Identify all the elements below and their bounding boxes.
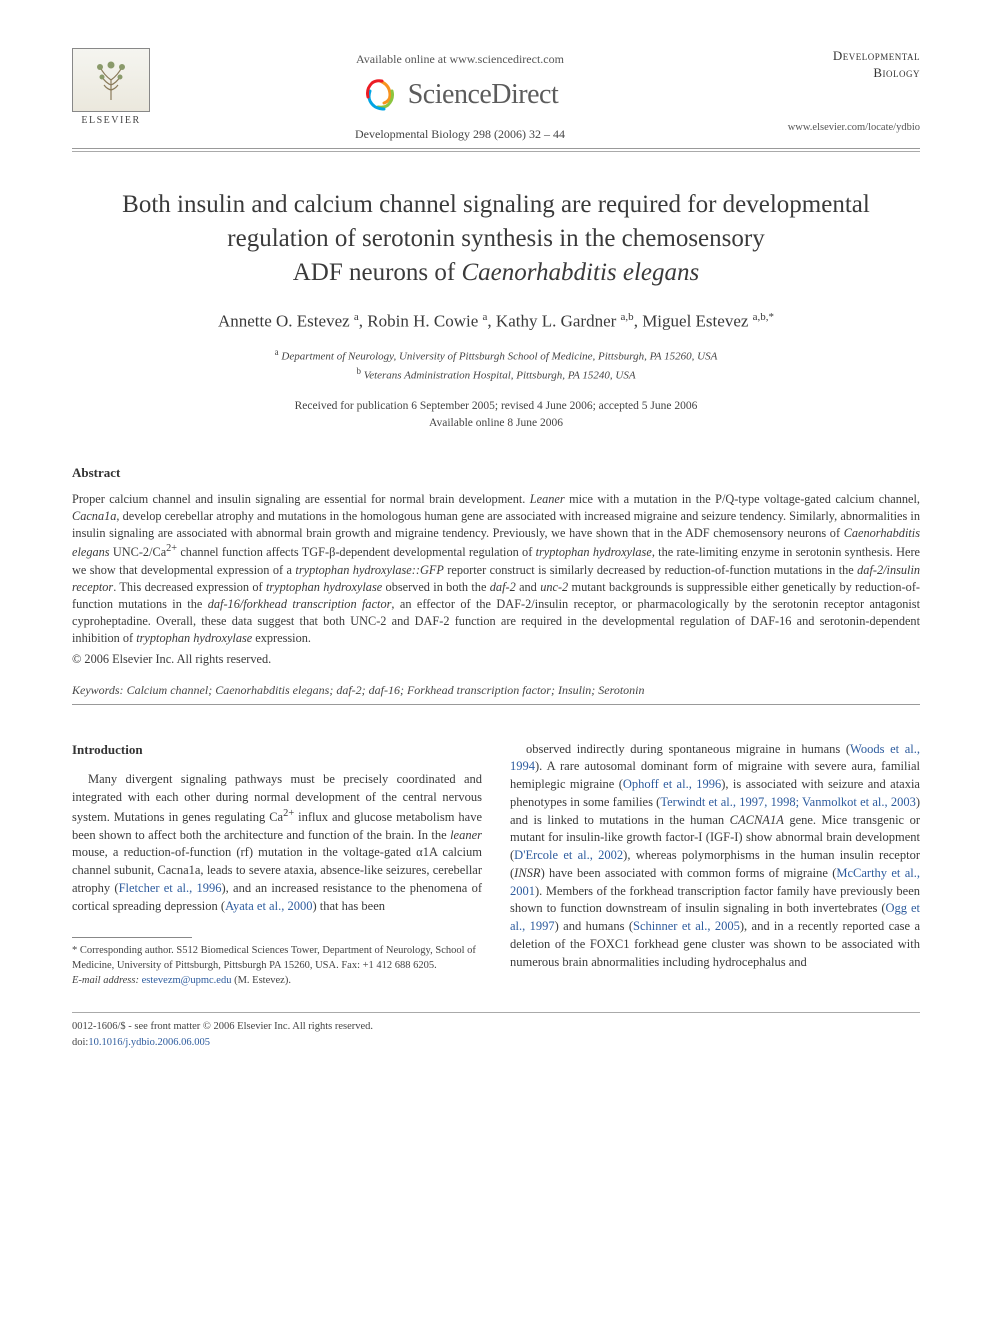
bottom-rule <box>72 1012 920 1013</box>
authors-line: Annette O. Estevez a, Robin H. Cowie a, … <box>72 311 920 332</box>
title-line1: Both insulin and calcium channel signali… <box>122 191 870 218</box>
elsevier-wordmark: ELSEVIER <box>72 115 150 126</box>
sciencedirect-swirl-icon <box>362 77 398 113</box>
article-title: Both insulin and calcium channel signali… <box>72 188 920 289</box>
author-3: Kathy L. Gardner <box>496 312 616 331</box>
author-3-aff: a,b <box>621 311 634 323</box>
journal-block: Developmental Biology www.elsevier.com/l… <box>770 48 920 133</box>
email-suffix: (M. Estevez). <box>234 975 291 986</box>
journal-name-line1: Developmental <box>833 48 920 63</box>
column-right: observed indirectly during spontaneous m… <box>510 741 920 989</box>
abstract-copyright: © 2006 Elsevier Inc. All rights reserved… <box>72 652 920 667</box>
header-center: Available online at www.sciencedirect.co… <box>150 48 770 142</box>
title-line3-italic: Caenorhabditis elegans <box>462 259 700 286</box>
body-columns: Introduction Many divergent signaling pa… <box>72 741 920 989</box>
keywords-rule <box>72 704 920 705</box>
doi-prefix: doi: <box>72 1037 88 1048</box>
sciencedirect-wordmark: ScienceDirect <box>408 79 559 111</box>
email-label: E-mail address: <box>72 975 139 986</box>
citation-line: Developmental Biology 298 (2006) 32 – 44 <box>150 127 770 142</box>
header-rule-thin <box>72 151 920 152</box>
doi-link[interactable]: 10.1016/j.ydbio.2006.06.005 <box>88 1037 210 1048</box>
keywords-line: Keywords: Calcium channel; Caenorhabditi… <box>72 683 920 698</box>
affiliations: a Department of Neurology, University of… <box>72 346 920 384</box>
author-2-aff: a <box>483 311 488 323</box>
intro-paragraph-col1: Many divergent signaling pathways must b… <box>72 771 482 915</box>
journal-url: www.elsevier.com/locate/ydbio <box>770 122 920 133</box>
footnote-rule <box>72 937 192 938</box>
journal-name-line2: Biology <box>873 65 920 80</box>
author-4-aff: a,b, <box>753 311 769 323</box>
journal-name: Developmental Biology <box>770 48 920 82</box>
email-footnote: E-mail address: estevezm@upmc.edu (M. Es… <box>72 974 482 989</box>
affiliation-a: Department of Neurology, University of P… <box>281 351 717 363</box>
keywords-label: Keywords: <box>72 683 124 697</box>
column-left: Introduction Many divergent signaling pa… <box>72 741 482 989</box>
abstract-heading: Abstract <box>72 465 920 481</box>
header-rule-thick <box>72 148 920 149</box>
sciencedirect-logo: ScienceDirect <box>150 77 770 113</box>
author-2: Robin H. Cowie <box>367 312 478 331</box>
available-online-text: Available online at www.sciencedirect.co… <box>150 52 770 67</box>
author-1-aff: a <box>354 311 359 323</box>
author-4-corr: * <box>769 311 775 323</box>
title-line2: regulation of serotonin synthesis in the… <box>227 225 764 252</box>
email-address[interactable]: estevezm@upmc.edu <box>142 975 232 986</box>
affiliation-b: Veterans Administration Hospital, Pittsb… <box>364 370 636 382</box>
author-4: Miguel Estevez <box>642 312 748 331</box>
intro-paragraph-col2: observed indirectly during spontaneous m… <box>510 741 920 972</box>
keywords-text: Calcium channel; Caenorhabditis elegans;… <box>127 683 645 697</box>
bottom-info: 0012-1606/$ - see front matter © 2006 El… <box>72 1019 920 1051</box>
date-received: Received for publication 6 September 200… <box>295 400 698 412</box>
page-header: ELSEVIER Available online at www.science… <box>72 48 920 142</box>
introduction-heading: Introduction <box>72 741 482 759</box>
issn-line: 0012-1606/$ - see front matter © 2006 El… <box>72 1021 373 1032</box>
title-line3-prefix: ADF neurons of <box>293 259 462 286</box>
author-1: Annette O. Estevez <box>218 312 350 331</box>
article-dates: Received for publication 6 September 200… <box>72 398 920 433</box>
abstract-body: Proper calcium channel and insulin signa… <box>72 491 920 648</box>
elsevier-logo: ELSEVIER <box>72 48 150 134</box>
date-available: Available online 8 June 2006 <box>429 417 563 429</box>
elsevier-tree-icon <box>72 48 150 112</box>
corresponding-author-footnote: * Corresponding author. S512 Biomedical … <box>72 944 482 973</box>
